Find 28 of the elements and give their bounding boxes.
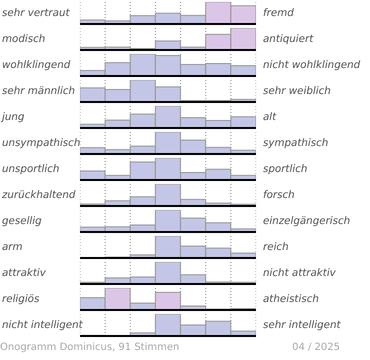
y-axis-title: zurückhaltend: [1, 189, 76, 201]
y2-axis-title: sportlich: [263, 163, 308, 175]
y-axis-title: religiös: [1, 293, 40, 305]
y2-axis-title: einzelgängerisch: [263, 215, 350, 227]
y-axis-title: gesellig: [1, 215, 43, 227]
y-axis-title: sehr männlich: [1, 85, 76, 97]
y-axis-title: jung: [0, 111, 26, 123]
y-axis-title: modisch: [1, 33, 46, 45]
y2-axis-title: fremd: [263, 7, 294, 19]
y-axis-title: nicht intelligent: [1, 319, 83, 331]
y-axis-title: wohlklingend: [1, 59, 72, 71]
y2-axis-title: nicht wohlklingend: [263, 59, 360, 71]
y-axis-title: unsympathisch: [1, 137, 80, 149]
y2-axis-title: sehr weiblich: [263, 85, 331, 97]
text: 04 / 2025: [292, 342, 340, 353]
y2-axis-title: alt: [263, 111, 276, 123]
text: Onogramm Dominicus, 91 Stimmen: [0, 342, 180, 353]
y-axis-title: unsportlich: [1, 163, 60, 175]
y2-axis-title: sehr intelligent: [263, 319, 341, 331]
y-axis-title: arm: [1, 241, 24, 253]
y-axis-title: sehr vertraut: [1, 7, 71, 19]
y2-axis-title: reich: [263, 241, 289, 253]
y2-axis-title: sympathisch: [263, 137, 328, 149]
y2-axis-title: antiquiert: [263, 33, 314, 45]
y-axis-title: attraktiv: [1, 267, 47, 279]
y2-axis-title: nicht attraktiv: [263, 267, 336, 279]
y2-axis-title: forsch: [263, 189, 295, 201]
y2-axis-title: atheistisch: [263, 293, 319, 305]
